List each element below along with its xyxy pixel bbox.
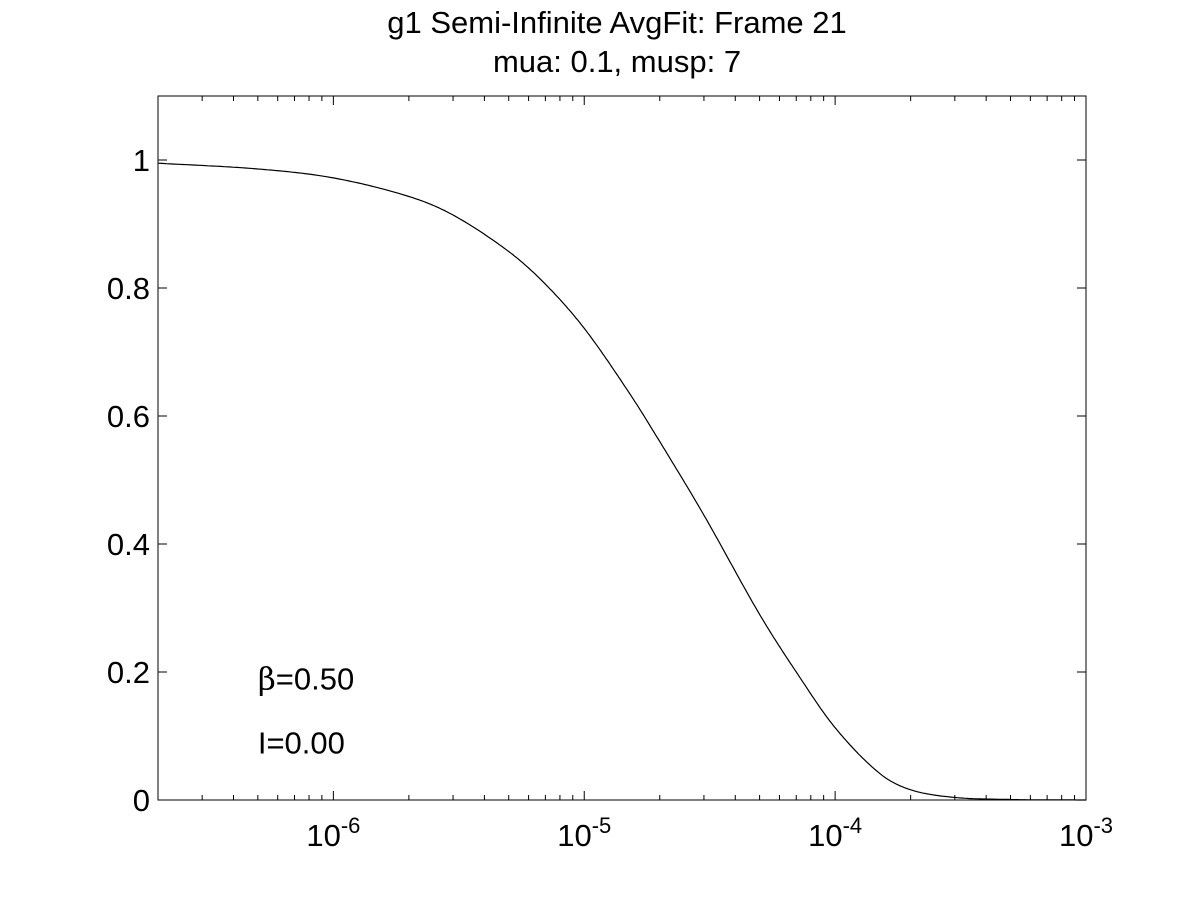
x-tick-label: 10-5 [557, 813, 611, 853]
annotation-text: I=0.00 [258, 725, 345, 760]
annotation-text: β=0.50 [258, 661, 354, 697]
x-tick-label: 10-6 [306, 813, 360, 853]
series-line [157, 162, 1086, 801]
x-tick-labels: 10-6 10-5 10-4 10-3 [306, 813, 1113, 853]
series-lines [157, 162, 1086, 801]
y-tick-label: 0 [133, 783, 150, 818]
y-tick-label: 0.4 [107, 527, 150, 562]
y-tick-label: 1 [133, 143, 150, 178]
chart-subtitle: mua: 0.1, musp: 7 [493, 44, 741, 79]
chart-title: g1 Semi-Infinite AvgFit: Frame 21 [387, 5, 846, 40]
y-tick-label: 0.8 [107, 271, 150, 306]
x-tick-label: 10-4 [808, 813, 862, 853]
annotations: β=0.50 I=0.00 [258, 661, 354, 760]
x-tick-label: 10-3 [1059, 813, 1113, 853]
y-tick-label: 0.2 [107, 655, 150, 690]
y-tick-label: 0.6 [107, 399, 150, 434]
y-tick-labels: 0 0.2 0.4 0.6 0.8 1 [107, 143, 150, 818]
plot-area [157, 95, 1087, 801]
